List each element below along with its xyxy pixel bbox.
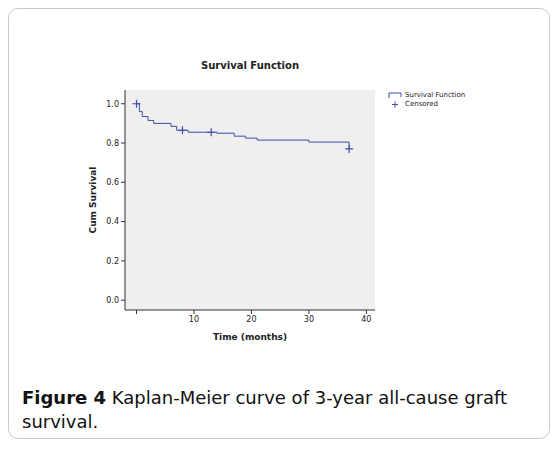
svg-text:0.2: 0.2 (106, 257, 119, 266)
html-text:Survival Function: Survival Function (201, 60, 299, 71)
html-text:Figure 4 Kaplan-Meier curve of: Figure 4 Kaplan-Meier curve of 3-year al… (22, 387, 508, 432)
svg-text:30: 30 (304, 315, 314, 324)
svg-text:20: 20 (246, 315, 256, 324)
svg-text:Time (months): Time (months) (213, 332, 287, 342)
html-text:Survival Function: Survival Function (405, 91, 466, 99)
html-text:Censored: Censored (405, 100, 438, 108)
svg-text:40: 40 (361, 315, 371, 324)
svg-text:Cum Survival: Cum Survival (88, 167, 98, 234)
svg-text:0.0: 0.0 (106, 296, 119, 305)
svg-text:0.6: 0.6 (106, 178, 119, 187)
svg-text:10: 10 (189, 315, 199, 324)
svg-text:0.8: 0.8 (106, 139, 119, 148)
svg-text:0.4: 0.4 (106, 217, 119, 226)
svg-text:1.0: 1.0 (106, 100, 119, 109)
